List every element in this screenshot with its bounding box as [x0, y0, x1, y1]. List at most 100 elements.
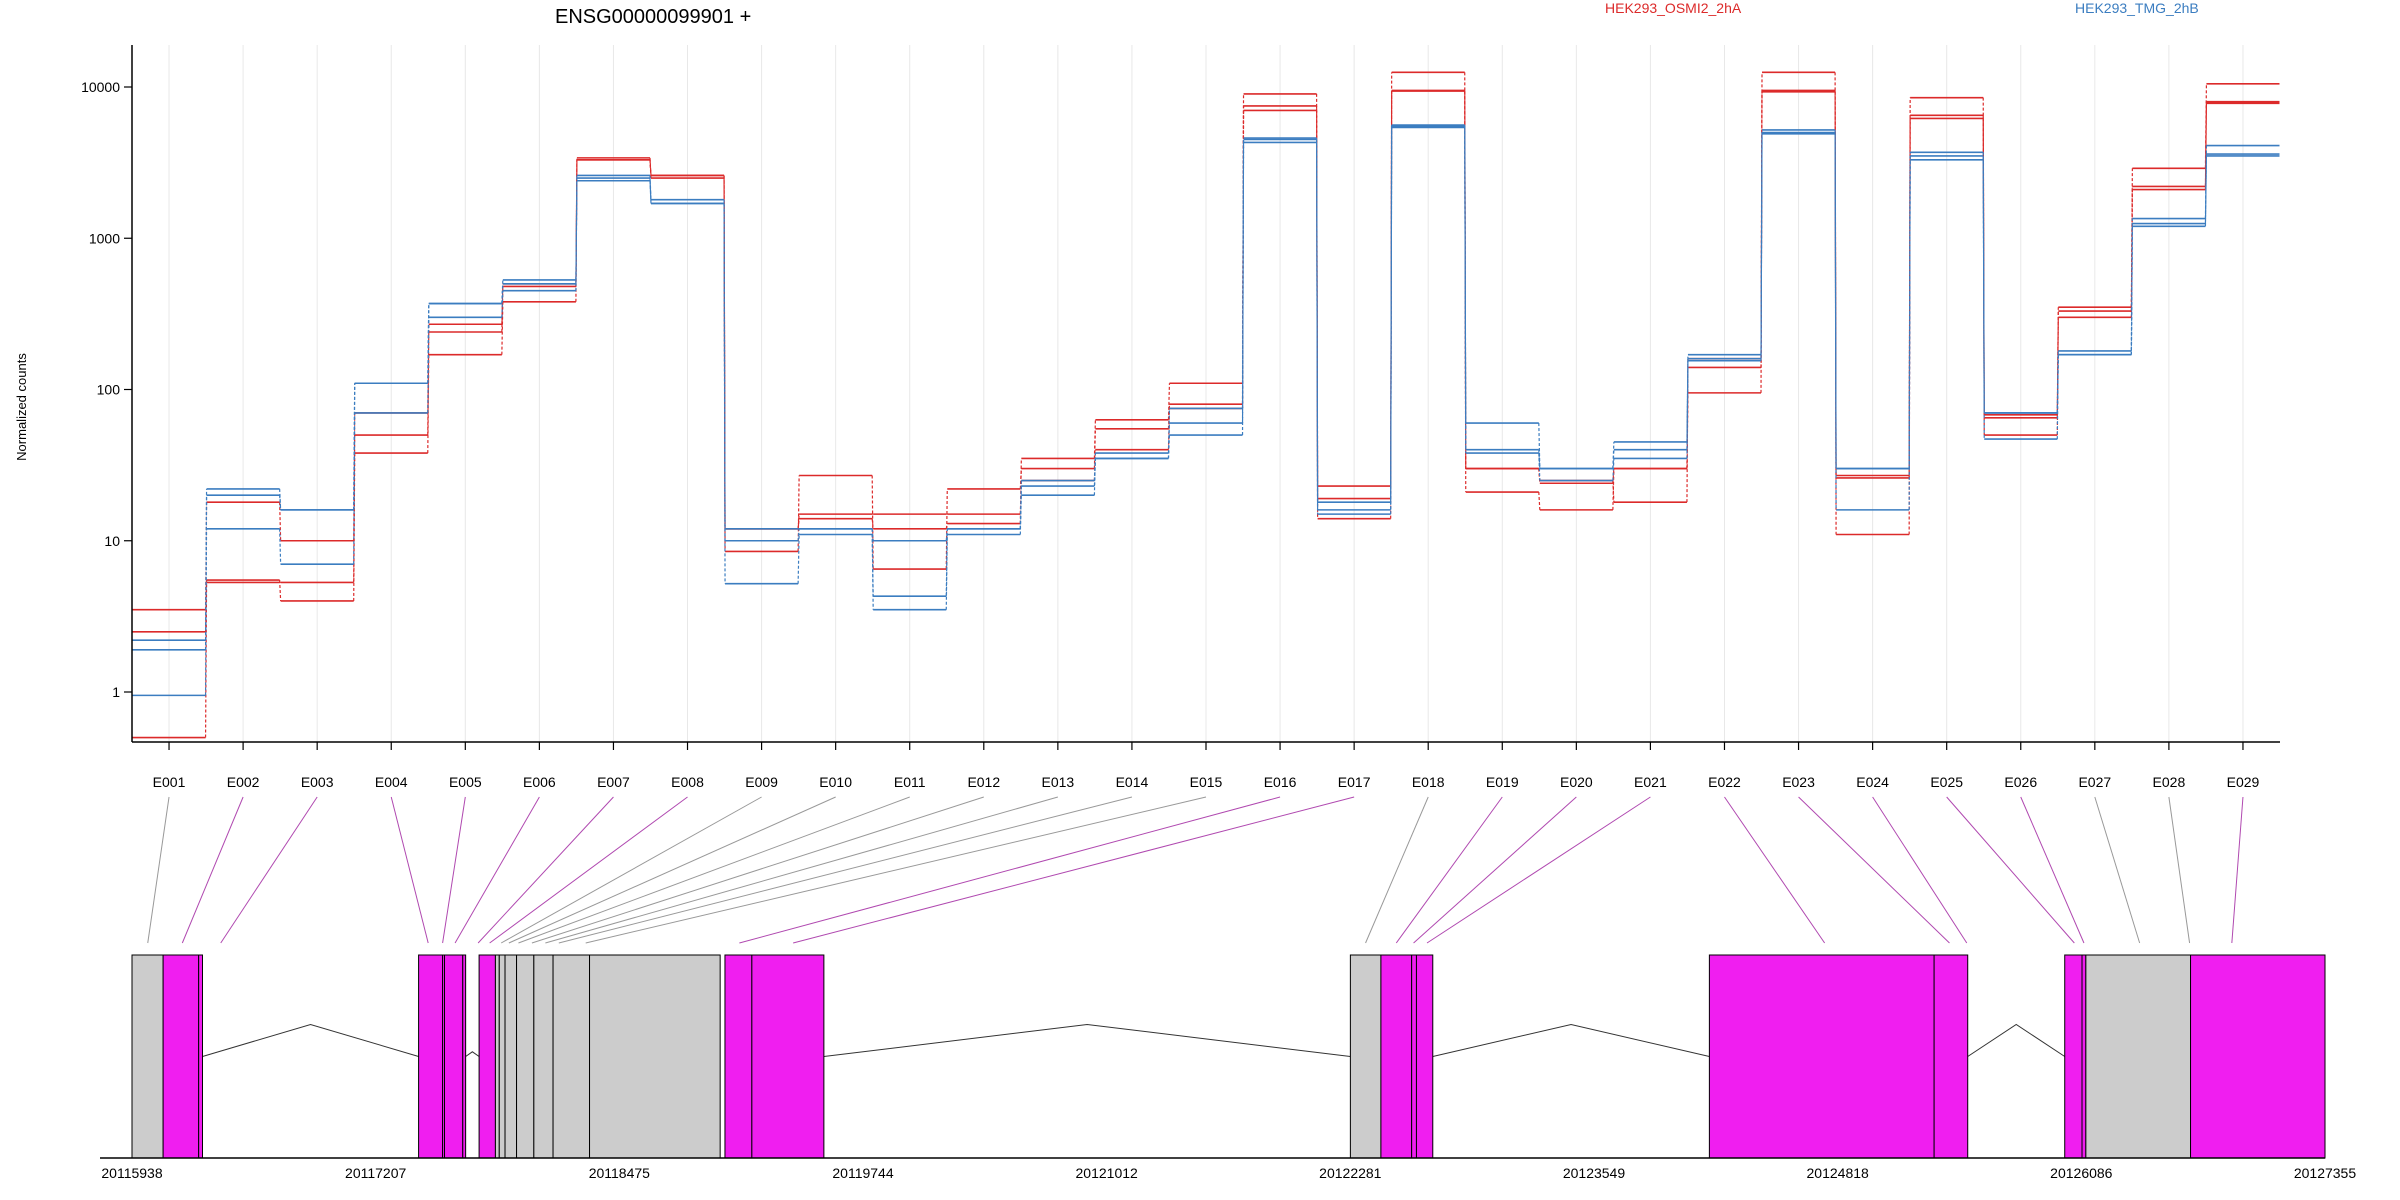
exon-bin-17 [751, 954, 825, 1159]
y-tick-label-10000: 10000 [81, 79, 120, 95]
series-6-E012-join [1019, 480, 1022, 529]
exon-bin-13 [533, 954, 554, 1159]
gene-model: 20115938 20117207 20118475 20119744 20121012… [100, 954, 2357, 1181]
x-tick-label-E022: E022 [1708, 774, 1741, 790]
series-3-E005-join [501, 283, 504, 325]
intron-23 [1967, 1023, 2066, 1057]
series-4-E002-join [279, 495, 282, 510]
connector-E012 [531, 796, 984, 944]
series-5-E007-join [649, 180, 652, 204]
connector-E027 [2094, 796, 2141, 944]
exon-bin-18 [1349, 954, 1382, 1159]
x-tick-label-E016: E016 [1264, 774, 1297, 790]
coordinate-label-20124818: 20124818 [1807, 1165, 1870, 1181]
series-1-E020-join [1612, 480, 1615, 503]
series-6-E002-join [279, 488, 282, 510]
exon-bin-16 [724, 954, 753, 1159]
exon-bin-9 [494, 954, 500, 1159]
intron-21 [1432, 1023, 1710, 1057]
series-6-E001-join [204, 488, 208, 650]
y-tick-label-1: 1 [112, 684, 120, 700]
series-4-E021-join [1686, 358, 1689, 442]
x-tick-label-E003: E003 [301, 774, 334, 790]
series-2-E005-join [501, 301, 504, 355]
series-6-E023-join [1834, 132, 1837, 469]
series-4-E012-join [1019, 486, 1022, 535]
connector-E020 [1413, 796, 1577, 944]
coordinate-label-20126086: 20126086 [2050, 1165, 2113, 1181]
connector-E028 [2168, 796, 2191, 944]
series-6-E016-join [1316, 139, 1319, 510]
connector-E017 [793, 796, 1355, 944]
coordinate-label-20115938: 20115938 [101, 1165, 162, 1181]
y-tick-label-10: 10 [104, 533, 120, 549]
series-3-E014-join [1167, 383, 1171, 420]
x-tick-label-E024: E024 [1856, 774, 1889, 790]
series-6-E007-join [649, 178, 652, 204]
y-axis-label: Normalized counts [14, 353, 29, 461]
series-3-E020-join [1612, 468, 1615, 484]
connector-E016 [739, 796, 1281, 944]
x-tick-label-E009: E009 [745, 774, 778, 790]
connector-E009 [500, 796, 762, 944]
series-5-E011-join [945, 528, 948, 597]
exon-bin-22 [1708, 954, 1935, 1159]
series-lines [132, 71, 2280, 739]
connector-E007 [477, 796, 614, 944]
series-6-E022-join [1760, 132, 1763, 361]
x-tick-label-E012: E012 [967, 774, 1000, 790]
series-6-E010-join [871, 528, 874, 541]
series-5-E022-join [1760, 129, 1763, 355]
series-6-E024-join [1908, 152, 1911, 469]
chart-title: ENSG00000099901 + [555, 6, 751, 28]
x-tick-label-E021: E021 [1634, 774, 1667, 790]
exon-bin-7 [462, 954, 467, 1159]
series-6-E025-join [1982, 152, 1985, 413]
connector-E021 [1426, 796, 1651, 944]
x-tick-label-E027: E027 [2078, 774, 2111, 790]
series-5-E004-join [427, 317, 430, 413]
connector-E006 [454, 796, 540, 944]
x-tick-label-E002: E002 [227, 774, 260, 790]
series-6-E003-join [353, 383, 356, 510]
series-6-E021-join [1686, 360, 1689, 459]
connector-E029 [2231, 796, 2244, 944]
connector-E001 [147, 796, 170, 944]
series-6-E009-join [797, 528, 800, 541]
exon-bin-11 [504, 954, 518, 1159]
series-6-E008-join [723, 203, 726, 541]
x-tick-label-E028: E028 [2153, 774, 2186, 790]
series-3-E010-join [871, 518, 874, 529]
series-5-E020-join [1612, 449, 1615, 469]
x-tick-label-E019: E019 [1486, 774, 1519, 790]
series-5-E002-join [279, 528, 282, 565]
series-6-E013-join [1093, 458, 1096, 481]
series-4-E010-join [871, 528, 874, 610]
series-4-E020-join [1612, 441, 1615, 469]
series-4-E011-join [945, 534, 948, 610]
coordinate-label-20127355: 20127355 [2294, 1165, 2357, 1181]
series-2-E019-join [1538, 491, 1541, 510]
x-tick-label-E015: E015 [1190, 774, 1223, 790]
series-6-E004-join [427, 303, 430, 384]
connector-E014 [558, 796, 1133, 944]
intron-7 [465, 1051, 480, 1057]
exon-bin-21 [1415, 954, 1434, 1159]
series-6-E018-join [1464, 126, 1467, 454]
series-5-E005-join [501, 290, 504, 318]
series-6-E014-join [1167, 408, 1171, 459]
x-tick-label-E011: E011 [894, 774, 926, 790]
series-2-E002-join [279, 579, 282, 601]
series-3-E001-join [204, 502, 208, 610]
gridlines [168, 45, 2244, 742]
exon-bin-27 [2190, 954, 2326, 1159]
series-6-E019-join [1538, 453, 1541, 481]
x-tick-label-E005: E005 [449, 774, 482, 790]
series-4-E015-join [1241, 142, 1245, 436]
series-6-E020-join [1612, 458, 1615, 481]
series-2-E001-join [204, 580, 208, 632]
exon-bin-19 [1380, 954, 1413, 1159]
exon-bin-24 [2064, 954, 2083, 1159]
connector-E022 [1724, 796, 1826, 944]
exon-bin-1 [131, 954, 164, 1159]
